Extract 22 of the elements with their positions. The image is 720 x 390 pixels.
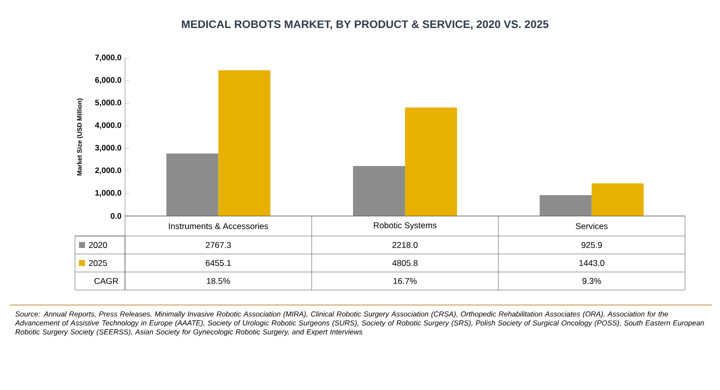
data-label: 4805.8: [392, 260, 418, 266]
data-label: 2767.3: [206, 242, 231, 248]
x-tick-label: Robotic Systems: [374, 222, 436, 230]
x-tick-label: Services: [576, 222, 608, 230]
data-label: 2218.0: [392, 242, 418, 248]
bar: [592, 183, 644, 216]
bar: [166, 154, 218, 216]
bar: [353, 166, 406, 216]
bar: [540, 195, 592, 216]
bar: [218, 70, 270, 216]
text: 9.3%: [582, 278, 602, 284]
bar: [405, 108, 458, 216]
legend-label: 2020: [88, 242, 108, 248]
legend-label: 2025: [88, 260, 108, 266]
text: 18.5%: [206, 278, 230, 284]
data-label: 6455.1: [206, 260, 231, 266]
data-label: 1443.0: [579, 260, 604, 266]
chart-title: MEDICAL ROBOTS MARKET, BY PRODUCT & SERVICE, 2020 VS. 2025: [182, 20, 548, 30]
text: CAGR: [94, 278, 118, 284]
x-tick-label: Instruments & Accessories: [168, 222, 268, 230]
text: 16.7%: [394, 278, 417, 284]
data-label: 925.9: [582, 242, 602, 248]
